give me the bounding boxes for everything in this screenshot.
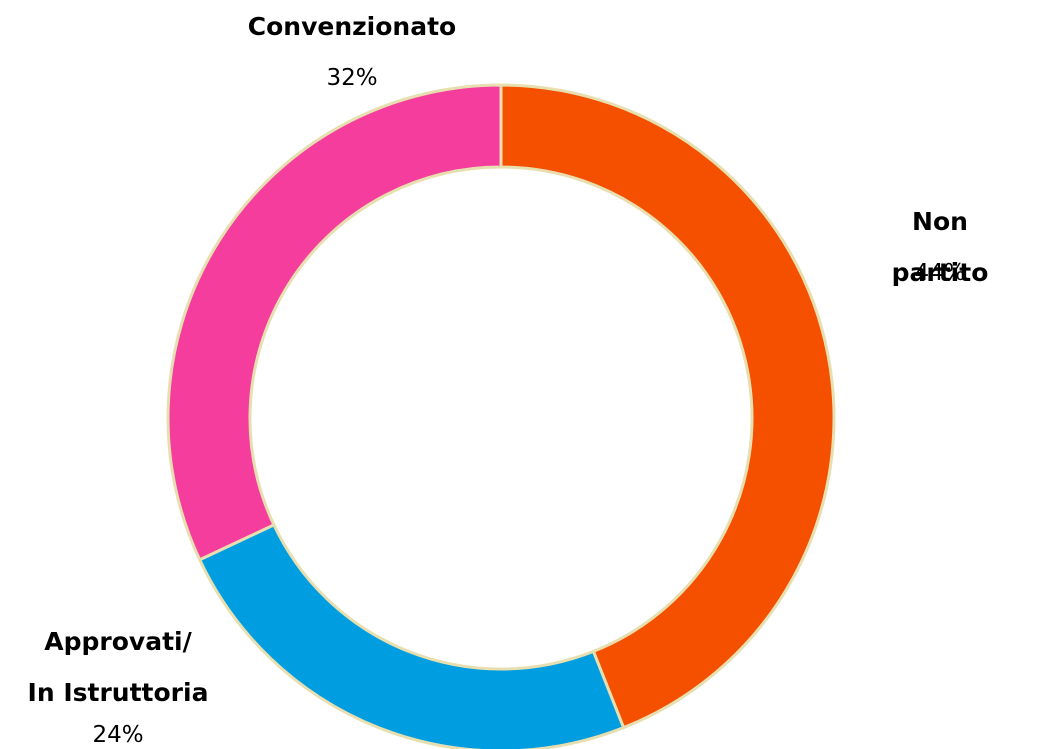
donut-segment	[166, 83, 503, 562]
value-label: 24%	[92, 722, 144, 748]
slice-label: Convenzionato	[247, 12, 457, 41]
donut-segment	[499, 83, 836, 730]
value-label: 44%	[914, 260, 966, 286]
slice-label: Approvati/ In Istruttoria	[27, 627, 209, 707]
slice-label: Non partito	[891, 207, 989, 287]
value-label: 32%	[326, 65, 378, 91]
donut-segment	[197, 522, 626, 749]
